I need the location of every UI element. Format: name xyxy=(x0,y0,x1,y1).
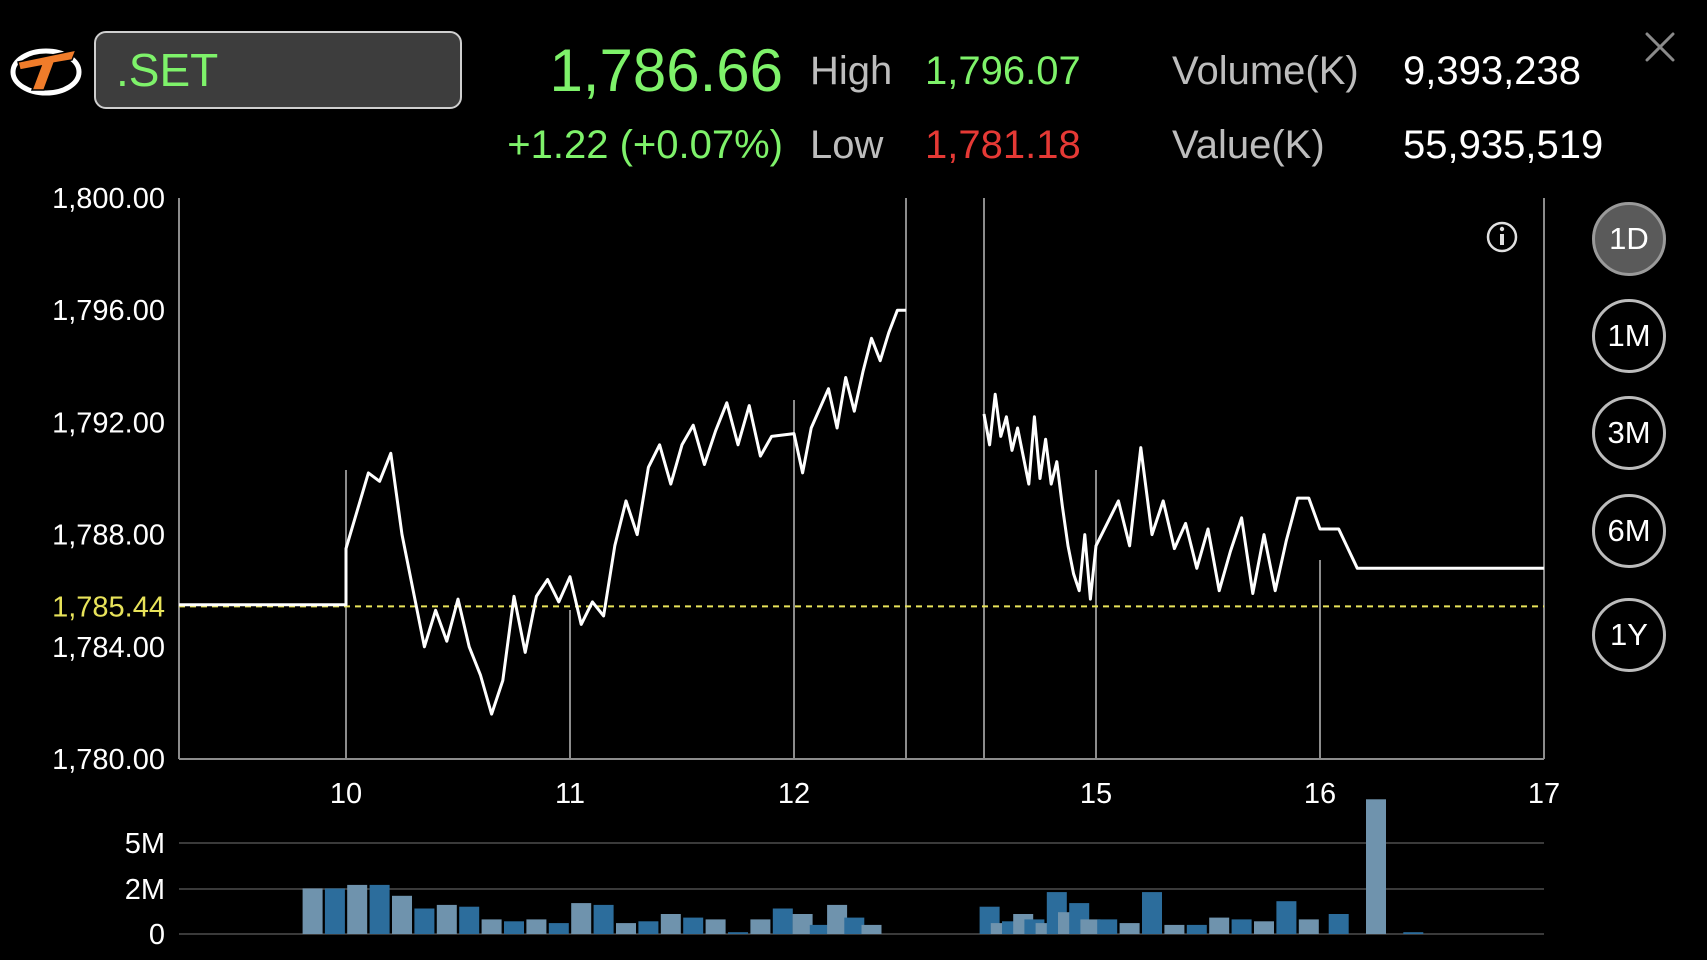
volume-bar xyxy=(660,914,681,934)
volume-tick-label: 2M xyxy=(125,874,165,906)
x-axis: 10 11 12 15 16 17 xyxy=(330,778,1560,810)
volume-bar xyxy=(616,923,636,934)
close-icon[interactable] xyxy=(1643,30,1677,64)
volume-tick-label: 5M xyxy=(125,828,165,860)
volume-bar xyxy=(990,923,1011,934)
info-icon[interactable] xyxy=(1486,221,1518,253)
volume-bar xyxy=(324,888,345,934)
symbol-input[interactable]: .SET xyxy=(94,31,462,109)
volume-bar xyxy=(571,903,592,934)
volume-bar xyxy=(459,906,480,934)
value-value: 55,935,519 xyxy=(1403,123,1604,167)
volume-bar xyxy=(436,904,457,934)
price-line-segment xyxy=(982,392,1544,601)
last-price: 1,786.66 xyxy=(549,37,783,104)
volume-bar xyxy=(481,919,502,934)
high-value: 1,796.07 xyxy=(925,49,1081,93)
volume-bar xyxy=(504,921,524,934)
x-tick-label: 15 xyxy=(1080,778,1112,810)
volume-bar xyxy=(526,919,547,934)
period-6m-button[interactable]: 6M xyxy=(1592,494,1666,568)
price-change: +1.22 (+0.07%) xyxy=(507,123,783,167)
volume-bar xyxy=(548,923,569,934)
volume-bar xyxy=(302,888,323,934)
previous-close-label: 1,785.44 xyxy=(52,591,165,623)
volume-bar xyxy=(844,917,865,934)
y-tick-label: 1,792.00 xyxy=(52,407,165,439)
volume-bar xyxy=(1186,924,1207,934)
low-label: Low xyxy=(810,123,884,167)
period-1y-button[interactable]: 1Y xyxy=(1592,598,1666,672)
volume-bar xyxy=(1097,919,1118,934)
y-tick-label: 1,780.00 xyxy=(52,744,165,776)
volume-bar xyxy=(1231,919,1252,934)
volume-bar xyxy=(593,904,614,934)
volume-bar xyxy=(1298,919,1319,934)
y-tick-label: 1,796.00 xyxy=(52,295,165,327)
period-3m-button[interactable]: 3M xyxy=(1592,396,1666,470)
low-value: 1,781.18 xyxy=(925,123,1081,167)
y-tick-label: 1,788.00 xyxy=(52,520,165,552)
x-tick-label: 16 xyxy=(1304,778,1336,810)
chart-grid xyxy=(178,198,1545,760)
x-tick-label: 10 xyxy=(330,778,362,810)
volume-bar xyxy=(1403,932,1424,934)
y-tick-label: 1,784.00 xyxy=(52,632,165,664)
period-1d-button[interactable]: 1D xyxy=(1592,202,1666,276)
volume-bar xyxy=(369,884,390,934)
volume-bar xyxy=(772,908,793,934)
volume-tick-label: 0 xyxy=(149,919,165,951)
x-tick-label: 11 xyxy=(555,778,585,810)
high-label: High xyxy=(810,49,893,93)
volume-bar xyxy=(728,932,748,934)
volume-bar xyxy=(809,924,830,934)
volume-chart: 5M 2M 0 xyxy=(125,799,1544,951)
volume-bar xyxy=(827,904,848,934)
period-1m-button[interactable]: 1M xyxy=(1592,299,1666,373)
y-axis: 1,800.00 1,796.00 1,792.00 1,788.00 1,784.00… xyxy=(52,183,165,776)
volume-bar xyxy=(1142,892,1162,934)
x-tick-label: 17 xyxy=(1528,778,1560,810)
volume-bar xyxy=(1209,917,1230,934)
volume-bar xyxy=(861,924,882,934)
volume-bar xyxy=(1164,924,1185,934)
price-series xyxy=(179,308,1544,716)
volume-bar xyxy=(1328,914,1349,934)
volume-bar xyxy=(1254,921,1274,934)
volume-bar xyxy=(683,917,704,934)
volume-bar xyxy=(750,919,771,934)
y-tick-label: 1,800.00 xyxy=(52,183,165,215)
volume-bar xyxy=(414,908,435,934)
price-line-segment xyxy=(179,308,906,716)
volume-bar xyxy=(1119,923,1140,934)
volume-bar xyxy=(1276,901,1297,934)
volume-label: Volume(K) xyxy=(1172,49,1359,93)
volume-bar xyxy=(638,921,659,934)
volume-bar xyxy=(1035,923,1056,934)
volume-bar xyxy=(1366,799,1386,934)
volume-bar xyxy=(1080,919,1101,934)
value-label: Value(K) xyxy=(1172,123,1325,167)
logo-icon xyxy=(10,48,82,96)
x-tick-label: 12 xyxy=(778,778,810,810)
volume-value: 9,393,238 xyxy=(1403,49,1581,93)
volume-bar xyxy=(792,914,813,934)
volume-bar xyxy=(392,895,412,934)
volume-bar xyxy=(705,919,726,934)
volume-bar xyxy=(347,884,368,934)
